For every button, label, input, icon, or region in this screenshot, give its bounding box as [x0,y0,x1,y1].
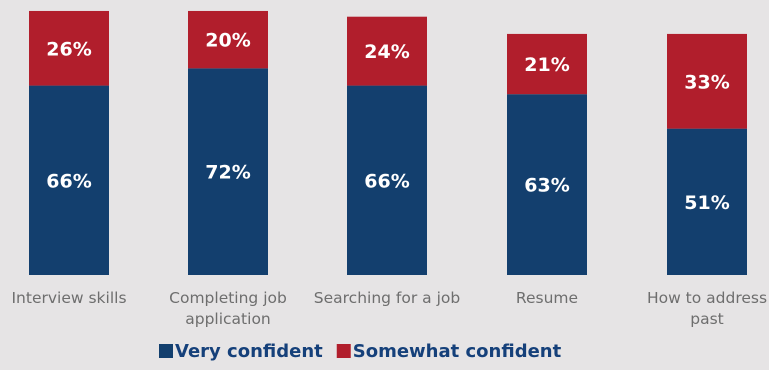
bar-very-confident-4 [507,94,587,275]
data-label-somewhat-confident-2: 20% [205,30,250,52]
category-label-2-line-2: application [185,310,271,328]
bar-somewhat-confident-2 [188,10,268,69]
bar-somewhat-confident-1 [29,10,109,86]
legend-label-very-confident: Very confident [175,341,323,362]
bar-very-confident-1 [29,85,109,275]
data-label-somewhat-confident-4: 21% [524,54,569,76]
data-label-somewhat-confident-3: 24% [364,41,409,63]
category-label-3: Searching for a job [314,289,460,307]
category-label-2-line-1: Completing job [169,289,287,307]
data-label-very-confident-3: 66% [364,170,409,192]
data-label-very-confident-1: 66% [46,170,91,192]
legend-swatch-somewhat-confident [336,344,351,358]
category-label-5-line-2: past [690,310,724,328]
category-label-4: Resume [516,289,578,307]
data-label-very-confident-2: 72% [205,162,250,184]
data-label-somewhat-confident-5: 33% [684,71,729,93]
data-label-very-confident-4: 63% [524,175,569,197]
legend-swatch-very-confident [159,344,173,358]
category-label-5-line-1: How to address [647,289,767,307]
bar-somewhat-confident-3 [347,16,427,86]
category-label-1: Interview skills [11,289,126,307]
legend-label-somewhat-confident: Somewhat confident [353,341,562,362]
category-labels: Interview skills Completing job applicatio… [11,289,767,328]
data-label-very-confident-5: 51% [684,192,729,214]
bar-somewhat-confident-4 [507,33,587,95]
legend: Very confident Somewhat confident [159,341,562,362]
bar-very-confident-2 [188,68,268,275]
data-label-somewhat-confident-1: 26% [46,38,91,60]
bars-group: 66% 26% 72% 20% 66% 24% 63% 21% 51% 33% [29,10,747,275]
bar-somewhat-confident-5 [667,33,747,129]
bar-very-confident-5 [667,128,747,275]
bar-very-confident-3 [347,85,427,275]
